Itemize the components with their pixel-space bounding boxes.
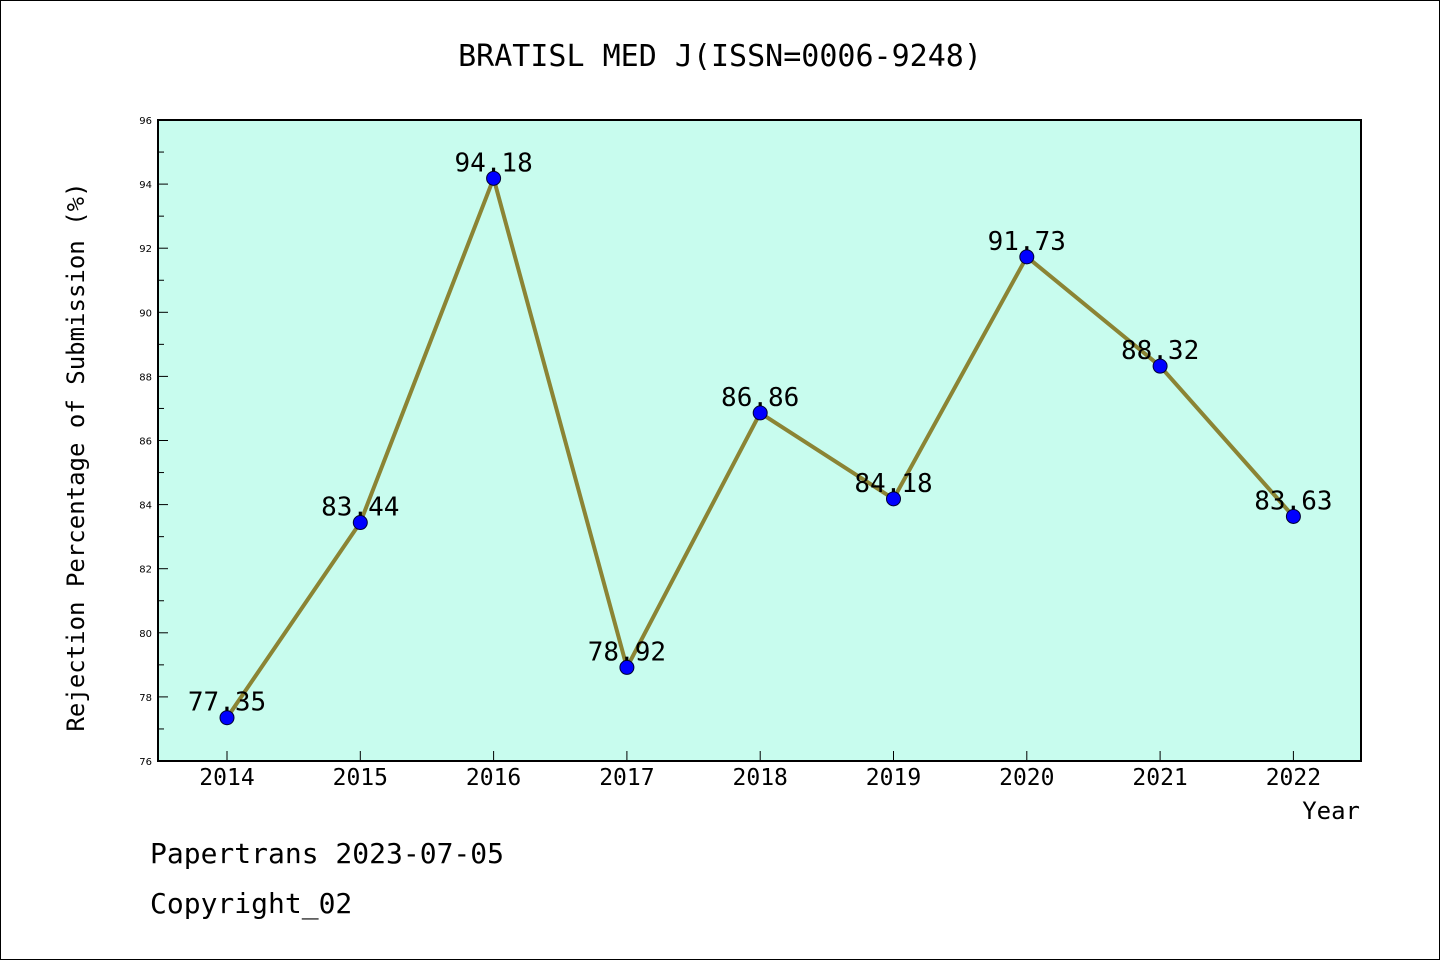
y-tick-label: 92 [139, 244, 152, 255]
chart-title: BRATISL MED J(ISSN=0006-9248) [458, 39, 982, 74]
plot-area [157, 119, 1362, 762]
y-axis-title: Rejection Percentage of Submission (%) [62, 182, 90, 731]
x-tick-label: 2022 [1266, 765, 1321, 791]
y-tick-label: 96 [139, 116, 152, 127]
data-point [1285, 508, 1301, 524]
y-tick-label: 80 [139, 629, 152, 640]
data-point [619, 659, 635, 675]
y-axis: 76 78 80 82 84 86 88 90 92 94 96 [139, 116, 168, 768]
y-tick-label: 90 [139, 308, 152, 319]
x-tick-label: 2021 [1132, 765, 1187, 791]
data-label: 91.73 [988, 227, 1066, 257]
footer-copyright: Copyright_02 [150, 887, 352, 921]
y-tick-label: 82 [139, 565, 152, 576]
data-label: 77.35 [188, 688, 266, 718]
data-point [752, 405, 768, 421]
y-tick-label: 84 [139, 501, 152, 512]
x-tick-label: 2020 [999, 765, 1054, 791]
y-tick-label: 94 [139, 180, 152, 191]
data-point [1019, 249, 1035, 265]
x-tick-label: 2014 [199, 765, 254, 791]
y-tick-label: 78 [139, 693, 152, 704]
y-tick-label: 86 [139, 437, 152, 448]
y-tick-label: 88 [139, 372, 152, 383]
x-tick-label: 2019 [866, 765, 921, 791]
x-tick-label: 2018 [733, 765, 788, 791]
x-tick-label: 2016 [466, 765, 521, 791]
data-point [352, 515, 368, 531]
footer-date: Papertrans 2023-07-05 [150, 837, 504, 870]
data-label: 88.32 [1121, 336, 1199, 366]
data-point [886, 491, 901, 507]
data-label: 78.92 [588, 637, 666, 667]
data-point [219, 710, 235, 726]
data-point [486, 170, 502, 186]
x-tick-label: 2015 [333, 765, 388, 791]
x-axis-title: Year [1302, 797, 1360, 825]
series-markers [219, 170, 1301, 726]
data-labels: 77.35 83.44 94.18 78.92 86.86 84.18 91.73 88.32… [188, 148, 1333, 717]
x-axis: 2014 2015 2016 2017 2018 2019 2020 2021 2022 [199, 751, 1321, 791]
data-point [1152, 358, 1168, 374]
x-tick-label: 2017 [599, 765, 654, 791]
data-label: 83.44 [321, 493, 399, 523]
y-tick-label: 76 [139, 757, 152, 768]
data-label: 84.18 [854, 469, 932, 499]
data-label: 83.63 [1254, 486, 1332, 516]
data-label: 94.18 [454, 148, 532, 178]
data-label: 86.86 [721, 383, 799, 413]
